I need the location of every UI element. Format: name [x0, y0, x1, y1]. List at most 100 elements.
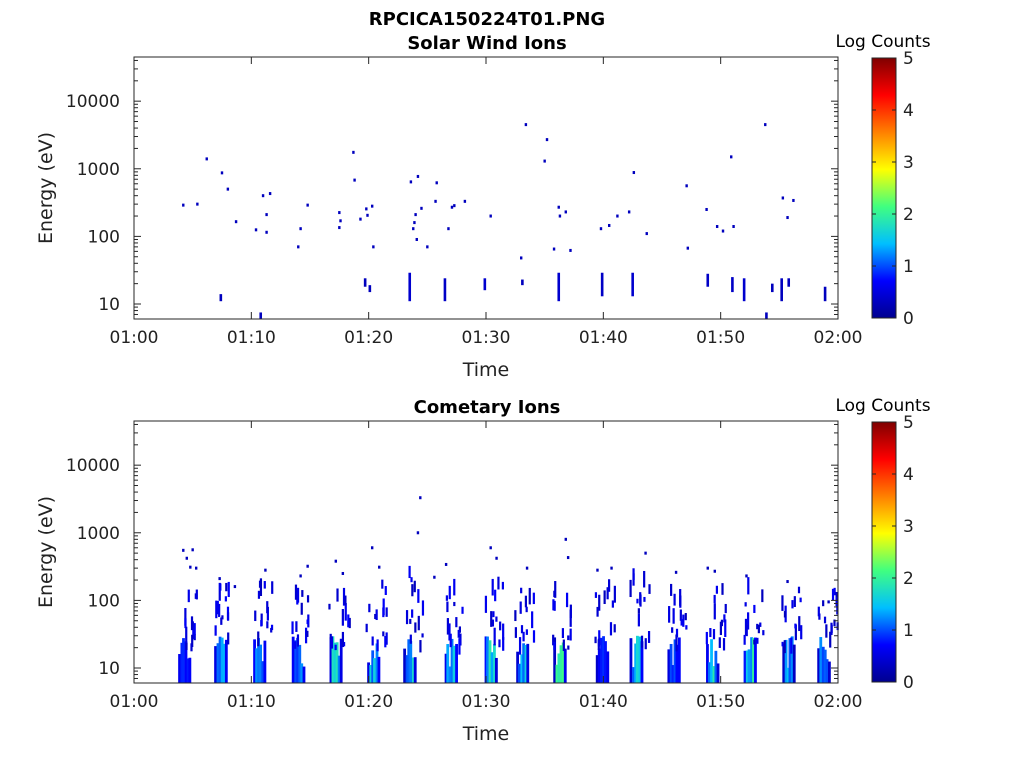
- burst-streak: [449, 633, 452, 648]
- burst-streak: [756, 623, 759, 630]
- burst-streak: [753, 604, 756, 613]
- colorbar-tick-label: 5: [903, 413, 914, 433]
- burst-streak: [567, 645, 570, 650]
- data-point: [569, 248, 572, 252]
- burst-streak: [798, 616, 801, 632]
- data-point: [366, 213, 369, 217]
- data-bar: [408, 272, 412, 302]
- burst-streak: [195, 589, 198, 600]
- data-point: [341, 571, 345, 575]
- data-point: [632, 171, 636, 175]
- burst-column: [555, 664, 559, 683]
- burst-column: [557, 653, 561, 683]
- burst-column: [367, 662, 370, 683]
- burst-column: [716, 663, 720, 683]
- burst-column: [520, 654, 524, 683]
- data-point: [685, 184, 688, 188]
- burst-column: [484, 636, 488, 683]
- burst-streak: [192, 628, 195, 639]
- burst-column: [405, 655, 409, 683]
- data-point: [416, 174, 420, 178]
- data-point: [265, 230, 268, 234]
- y-tick-label: 100: [88, 227, 120, 247]
- colorbar-gradient: [871, 57, 897, 319]
- burst-column: [188, 657, 192, 683]
- solar-wind-data-layer: [182, 123, 827, 319]
- burst-column: [186, 658, 190, 683]
- colorbar-gradient: [871, 421, 897, 683]
- burst-streak: [670, 583, 673, 596]
- data-point: [564, 210, 567, 214]
- burst-streak: [214, 625, 217, 636]
- data-point: [268, 192, 272, 196]
- colorbar-tick-label: 0: [903, 673, 914, 693]
- burst-streak: [490, 611, 493, 627]
- burst-column: [600, 637, 603, 683]
- data-point: [552, 247, 556, 251]
- burst-column: [714, 650, 718, 683]
- burst-streak: [639, 592, 642, 605]
- burst-streak: [382, 631, 385, 637]
- burst-column: [710, 639, 713, 683]
- burst-streak: [270, 624, 274, 631]
- burst-streak: [609, 622, 613, 636]
- burst-streak: [484, 595, 488, 613]
- burst-streak: [461, 606, 464, 614]
- burst-streak: [603, 590, 606, 605]
- burst-streak: [410, 577, 413, 583]
- data-point: [299, 574, 302, 578]
- burst-streak: [679, 589, 682, 606]
- burst-column: [184, 641, 188, 683]
- burst-column: [218, 636, 222, 683]
- burst-column: [255, 648, 258, 683]
- burst-streak: [417, 615, 420, 631]
- data-point: [610, 566, 613, 570]
- burst-column: [178, 654, 181, 683]
- burst-streak: [713, 603, 716, 620]
- burst-streak: [502, 637, 505, 651]
- data-point: [182, 548, 185, 552]
- burst-streak: [409, 618, 412, 624]
- data-point: [414, 213, 417, 217]
- burst-column: [667, 649, 671, 683]
- data-point: [352, 150, 355, 154]
- burst-streak: [522, 631, 525, 642]
- data-bar: [780, 278, 783, 302]
- burst-column: [373, 658, 376, 683]
- data-point: [608, 223, 611, 227]
- burst-column: [302, 666, 306, 683]
- data-point: [453, 204, 456, 208]
- burst-streak: [822, 600, 825, 607]
- burst-streak: [409, 634, 412, 644]
- burst-streak: [720, 619, 724, 627]
- burst-streak: [348, 617, 351, 629]
- burst-streak: [519, 601, 522, 614]
- data-point: [545, 138, 549, 142]
- data-point: [218, 577, 221, 581]
- colorbar-label: Log Counts: [835, 32, 930, 52]
- burst-streak: [501, 581, 504, 590]
- burst-column: [743, 650, 747, 683]
- burst-column: [526, 643, 530, 683]
- data-point: [264, 568, 267, 572]
- data-point: [450, 205, 454, 209]
- burst-column: [214, 646, 217, 683]
- data-point: [435, 181, 438, 185]
- burst-column: [412, 657, 415, 683]
- data-point: [566, 556, 570, 560]
- burst-column: [446, 644, 450, 683]
- burst-column: [291, 636, 295, 683]
- burst-column: [220, 637, 224, 683]
- data-point: [339, 219, 342, 223]
- burst-column: [263, 640, 267, 683]
- data-point: [182, 203, 185, 207]
- colorbar-tick-label: 3: [903, 153, 914, 173]
- burst-streak: [744, 602, 747, 607]
- burst-column: [671, 665, 675, 683]
- y-axis-label: Energy (eV): [35, 132, 57, 244]
- data-point: [372, 245, 375, 249]
- burst-streak: [637, 613, 640, 627]
- data-point: [205, 157, 208, 161]
- burst-streak: [260, 620, 263, 627]
- burst-streak: [724, 603, 727, 614]
